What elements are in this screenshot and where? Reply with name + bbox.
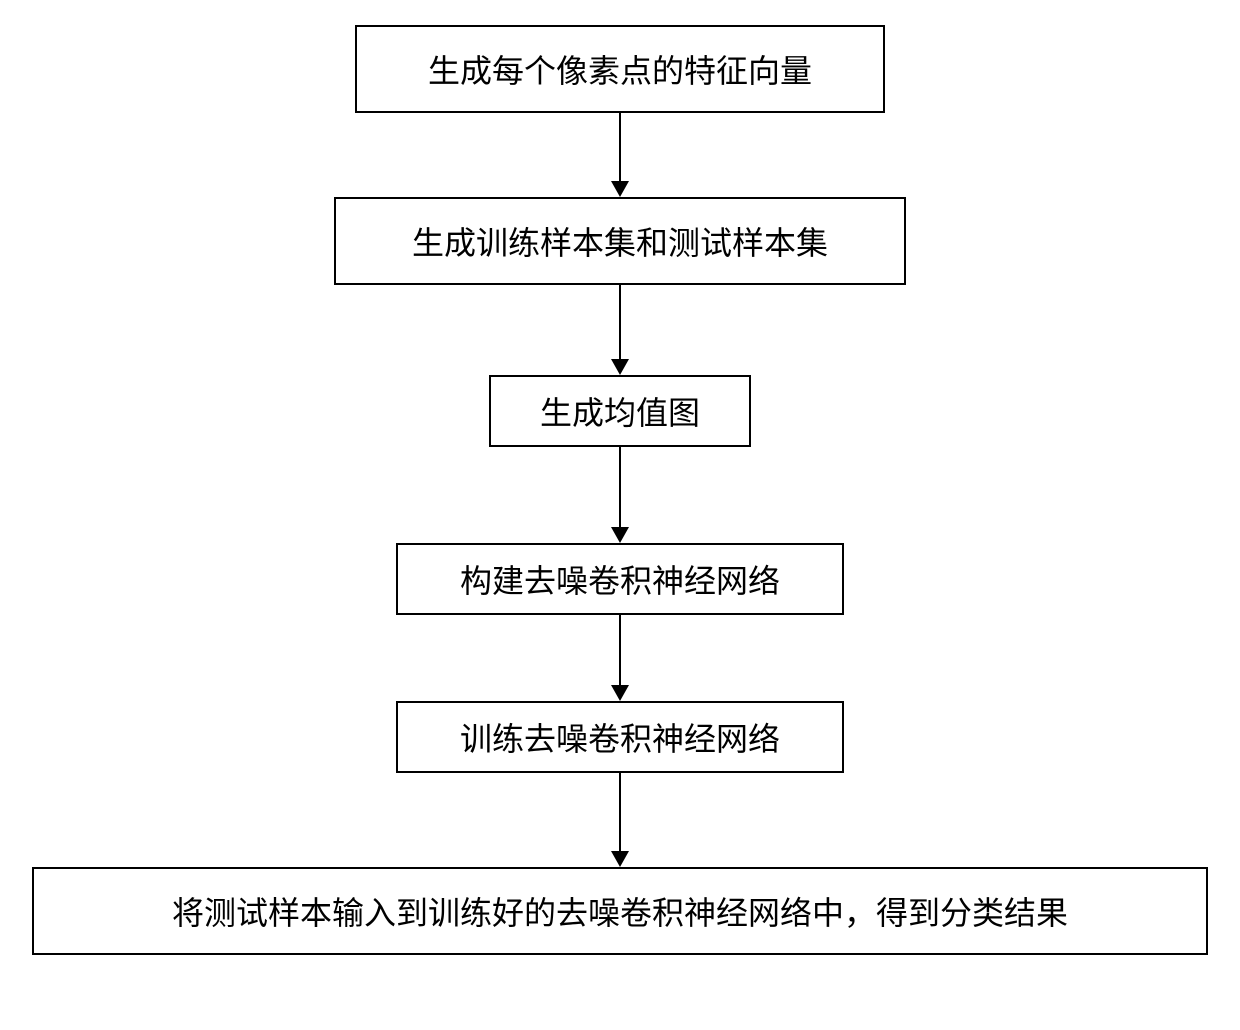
flowchart-arrow (611, 773, 629, 867)
flowchart-node: 构建去噪卷积神经网络 (396, 543, 844, 615)
node-label: 将测试样本输入到训练好的去噪卷积神经网络中，得到分类结果 (172, 888, 1068, 934)
flowchart-node: 生成训练样本集和测试样本集 (334, 197, 906, 285)
arrow-line (619, 447, 621, 527)
flowchart-node: 生成每个像素点的特征向量 (355, 25, 885, 113)
flowchart-arrow (611, 447, 629, 543)
arrow-head-icon (611, 181, 629, 197)
flowchart-node: 训练去噪卷积神经网络 (396, 701, 844, 773)
flowchart-node: 生成均值图 (489, 375, 751, 447)
flowchart-arrow (611, 615, 629, 701)
node-label: 构建去噪卷积神经网络 (460, 556, 780, 602)
node-label: 生成均值图 (540, 388, 700, 434)
arrow-line (619, 113, 621, 181)
node-label: 训练去噪卷积神经网络 (460, 714, 780, 760)
flowchart-container: 生成每个像素点的特征向量 生成训练样本集和测试样本集 生成均值图 构建去噪卷积神… (32, 25, 1208, 955)
arrow-head-icon (611, 851, 629, 867)
flowchart-node: 将测试样本输入到训练好的去噪卷积神经网络中，得到分类结果 (32, 867, 1208, 955)
arrow-head-icon (611, 527, 629, 543)
arrow-line (619, 773, 621, 851)
flowchart-arrow (611, 113, 629, 197)
arrow-head-icon (611, 685, 629, 701)
node-label: 生成每个像素点的特征向量 (428, 46, 812, 92)
arrow-head-icon (611, 359, 629, 375)
flowchart-arrow (611, 285, 629, 375)
arrow-line (619, 615, 621, 685)
arrow-line (619, 285, 621, 359)
node-label: 生成训练样本集和测试样本集 (412, 218, 828, 264)
